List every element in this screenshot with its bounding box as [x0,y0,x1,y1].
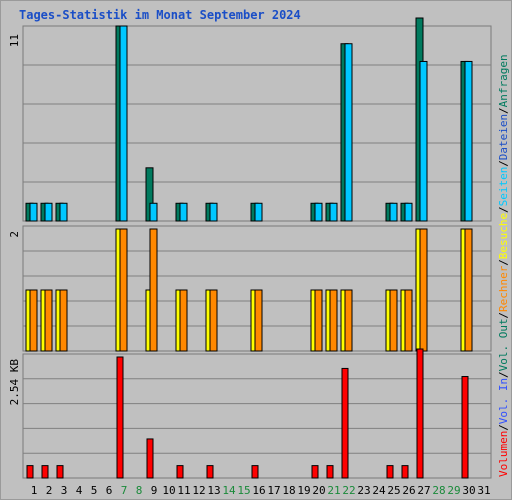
x-axis-day-label: 30 [462,484,475,497]
bar-rechner-day-3 [59,289,68,352]
legend-volumen: Volumen [497,431,510,477]
bar-dateien-day-26 [404,202,413,222]
x-axis-day-label: 26 [402,484,415,497]
legend-separator: / [497,206,510,213]
bar-volumen-day-2 [41,465,49,479]
bar-rechner-day-9 [149,228,158,352]
bar-volumen-day-25 [386,465,394,479]
bar-volumen-day-20 [311,465,319,479]
bar-dateien-day-13 [209,202,218,222]
x-axis-day-label: 21 [327,484,340,497]
legend-separator: / [497,424,510,431]
legend-separator: / [497,371,510,378]
bar-dateien-day-11 [179,202,188,222]
x-axis-day-label: 1 [31,484,38,497]
legend-vol-out: Vol. Out [497,318,510,371]
bar-volumen-day-30 [461,376,469,479]
x-axis-day-label: 6 [106,484,113,497]
x-axis-day-label: 22 [342,484,355,497]
x-axis-day-label: 4 [76,484,83,497]
bar-rechner-day-26 [404,289,413,352]
legend-anfragen: Anfragen [497,54,510,107]
bar-rechner-day-20 [314,289,323,352]
bar-dateien-day-1 [29,202,38,222]
x-axis-day-label: 10 [162,484,175,497]
bar-rechner-day-25 [389,289,398,352]
bar-volumen-day-27 [416,348,424,479]
bar-rechner-day-21 [329,289,338,352]
x-axis-day-label: 31 [477,484,490,497]
legend-besuche: Besuche [497,213,510,259]
legend-vol-in: Vol. In [497,378,510,424]
x-axis-day-label: 27 [417,484,430,497]
bar-dateien-day-9 [149,202,158,222]
legend-separator: / [497,259,510,266]
bar-rechner-day-11 [179,289,188,352]
legend-rechner: Rechner [497,265,510,312]
bar-dateien-day-30 [464,60,473,222]
bar-dateien-day-7 [119,25,128,222]
bar-volumen-day-11 [176,465,184,479]
x-axis-day-label: 23 [357,484,370,497]
bar-dateien-day-21 [329,202,338,222]
x-axis-day-label: 3 [61,484,68,497]
bar-dateien-day-27 [419,60,428,222]
x-axis-day-label: 14 [222,484,236,497]
x-axis-day-label: 13 [207,484,220,497]
x-axis-day-label: 29 [447,484,460,497]
x-axis-day-label: 24 [372,484,386,497]
y-axis-max-label: 2 [8,231,21,238]
panel-background-1 [22,25,492,222]
legend-separator: / [497,312,510,319]
x-axis-day-label: 28 [432,484,445,497]
y-axis-max-label: 11 [8,34,21,47]
x-axis-day-label: 17 [267,484,280,497]
x-axis-day-label: 12 [192,484,205,497]
bar-rechner-day-27 [419,228,428,352]
x-axis-day-label: 7 [121,484,128,497]
x-axis-day-label: 9 [151,484,158,497]
bar-rechner-day-13 [209,289,218,352]
x-axis-day-label: 25 [387,484,400,497]
bar-volumen-day-7 [116,356,124,479]
bar-rechner-day-1 [29,289,38,352]
bar-volumen-day-21 [326,465,334,479]
panel-background-3 [22,353,492,479]
bar-dateien-day-20 [314,202,323,222]
x-axis-day-label: 5 [91,484,98,497]
bar-dateien-day-16 [254,202,263,222]
x-axis-day-label: 15 [237,484,250,497]
x-axis-day-label: 20 [312,484,325,497]
legend-dateien: Dateien [497,114,510,160]
bar-dateien-day-25 [389,202,398,222]
x-axis-day-label: 2 [46,484,53,497]
x-axis-day-label: 18 [282,484,295,497]
bar-volumen-day-9 [146,438,154,479]
x-axis-day-label: 16 [252,484,265,497]
legend-seiten: Seiten [497,167,510,207]
bar-dateien-day-2 [44,202,53,222]
bar-volumen-day-13 [206,465,214,479]
bar-rechner-day-30 [464,228,473,352]
bar-volumen-day-22 [341,367,349,479]
y-axis-max-label: 2.54 KB [8,359,21,406]
legend-separator: / [497,160,510,167]
bar-dateien-day-22 [344,43,353,222]
bar-volumen-day-16 [251,465,259,479]
bar-volumen-day-1 [26,465,34,479]
bar-rechner-day-16 [254,289,263,352]
bar-dateien-day-3 [59,202,68,222]
bar-rechner-day-7 [119,228,128,352]
legend-separator: / [497,107,510,114]
bar-volumen-day-26 [401,465,409,479]
bar-rechner-day-2 [44,289,53,352]
x-axis-day-label: 11 [177,484,190,497]
bar-volumen-day-3 [56,465,64,479]
chart-title: Tages-Statistik im Monat September 2024 [19,8,301,22]
x-axis-day-label: 8 [136,484,143,497]
x-axis-day-label: 19 [297,484,310,497]
bar-rechner-day-22 [344,289,353,352]
